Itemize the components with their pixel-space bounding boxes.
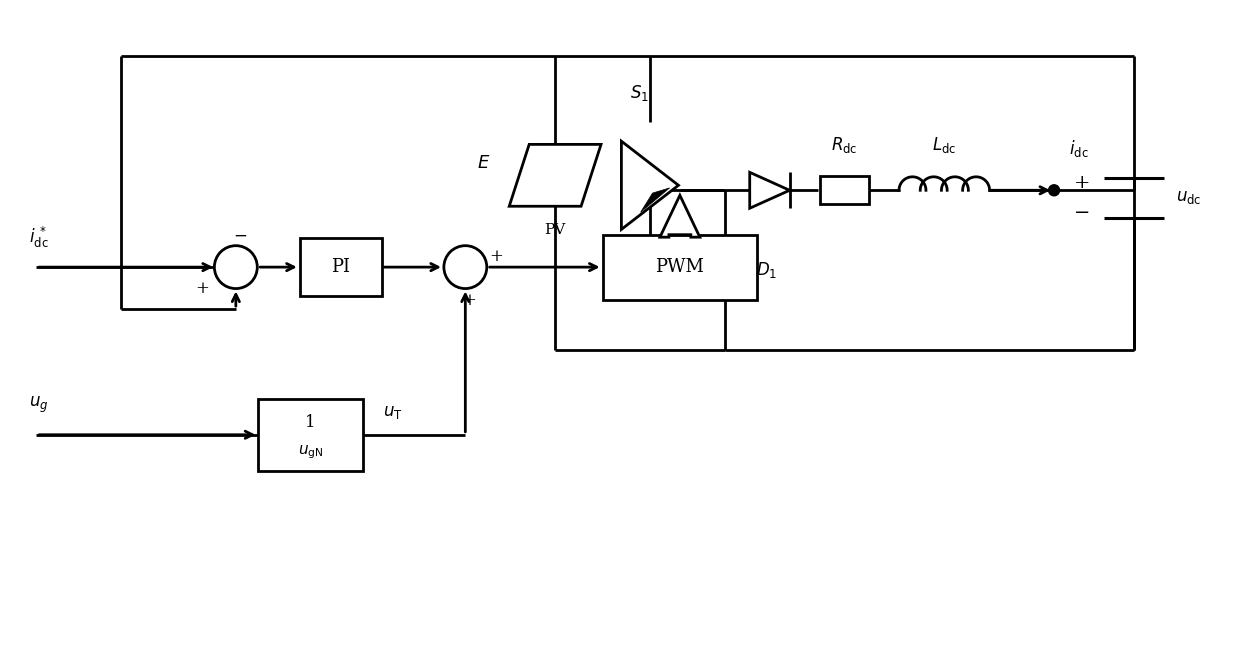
- Text: 1: 1: [305, 414, 316, 432]
- Polygon shape: [510, 144, 601, 206]
- Polygon shape: [641, 188, 670, 212]
- Text: $u_{\rm dc}$: $u_{\rm dc}$: [1176, 189, 1202, 206]
- Polygon shape: [706, 243, 744, 287]
- Text: $R_{\rm dc}$: $R_{\rm dc}$: [831, 135, 858, 155]
- Text: $D_1$: $D_1$: [756, 260, 777, 280]
- Text: $u_{\rm T}$: $u_{\rm T}$: [383, 404, 403, 421]
- Text: +: +: [1074, 174, 1090, 192]
- Bar: [603, 235, 758, 299]
- Text: $E$: $E$: [476, 154, 490, 172]
- Text: +: +: [196, 280, 210, 297]
- Polygon shape: [660, 195, 699, 237]
- Bar: [820, 176, 869, 204]
- Polygon shape: [750, 172, 790, 208]
- Text: −: −: [1074, 204, 1090, 222]
- Text: $u_{\rm gN}$: $u_{\rm gN}$: [298, 443, 324, 461]
- Polygon shape: [621, 141, 678, 230]
- Text: PWM: PWM: [656, 258, 704, 276]
- Text: PI: PI: [331, 258, 350, 276]
- Circle shape: [215, 246, 257, 288]
- Text: $u_g$: $u_g$: [30, 395, 48, 415]
- Bar: [300, 238, 382, 296]
- Text: −: −: [233, 228, 247, 244]
- Circle shape: [444, 246, 487, 288]
- Text: $i_{\rm dc}^{\,*}$: $i_{\rm dc}^{\,*}$: [30, 224, 48, 250]
- Text: PV: PV: [544, 223, 565, 237]
- Text: $L_{\rm dc}$: $L_{\rm dc}$: [932, 135, 956, 155]
- Text: $S_1$: $S_1$: [630, 83, 650, 103]
- Text: +: +: [463, 292, 476, 309]
- Text: +: +: [490, 248, 503, 265]
- Circle shape: [1049, 185, 1059, 196]
- Bar: [258, 399, 363, 471]
- Text: $i_{\rm dc}$: $i_{\rm dc}$: [1069, 138, 1089, 159]
